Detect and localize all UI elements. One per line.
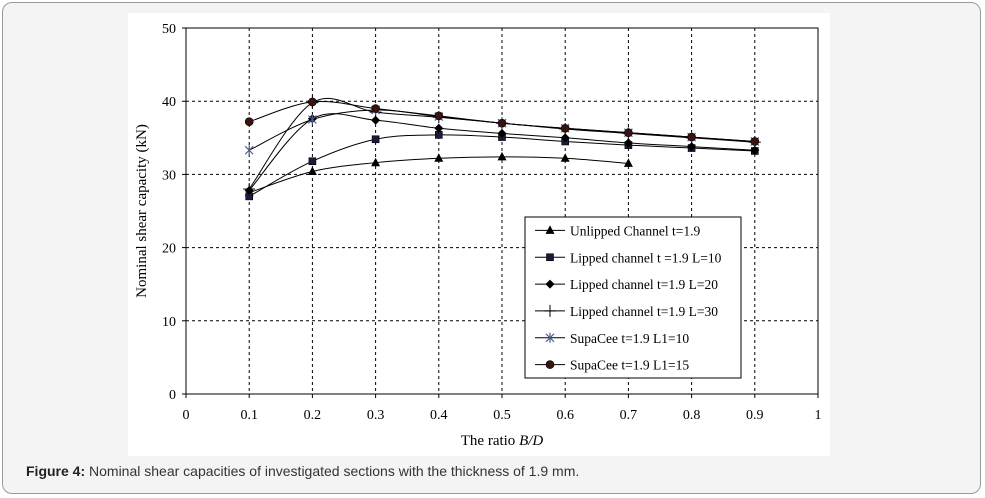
legend-label: SupaCee t=1.9 L1=15 <box>570 358 689 373</box>
series <box>243 96 761 201</box>
x-tick-label: 0.3 <box>367 408 385 423</box>
data-point <box>371 104 380 113</box>
legend-label: Unlipped Channel t=1.9 <box>570 223 700 238</box>
data-point <box>371 115 381 125</box>
series-2 <box>245 131 759 201</box>
legend-item: SupaCee t=1.9 L1=10 <box>535 331 689 346</box>
y-tick-label: 50 <box>162 22 176 37</box>
legend-item: Lipped channel t =1.9 L=10 <box>535 250 722 265</box>
data-point <box>624 128 633 137</box>
legend-swatch-marker <box>545 279 555 289</box>
x-tick-label: 0 <box>183 408 190 423</box>
data-point <box>307 114 317 125</box>
legend-item: SupaCee t=1.9 L1=15 <box>535 358 689 373</box>
x-tick-label: 1 <box>815 408 822 423</box>
data-point <box>750 145 760 155</box>
legend-swatch-marker <box>545 225 555 234</box>
data-point <box>308 97 317 107</box>
data-point <box>308 157 317 166</box>
y-axis-label: Nominal shear capacity (kN) <box>134 124 150 298</box>
data-point <box>623 138 633 148</box>
legend-swatch-marker <box>545 360 555 369</box>
caption-label: Figure 4: <box>26 463 86 479</box>
y-tick-label: 10 <box>162 315 176 330</box>
x-tick-label: 0.7 <box>620 408 638 423</box>
legend-swatch-marker <box>545 332 555 343</box>
x-tick-label: 0.5 <box>493 408 511 423</box>
legend-box <box>524 216 742 379</box>
legend-item: Unlipped Channel t=1.9 <box>535 223 700 238</box>
data-point <box>750 137 760 146</box>
chart-area: 0 0.1 0.2 0.3 0.4 0.5 0.6 0.7 0.8 0.9 1 0 10 20 30 40 50… <box>128 13 830 456</box>
data-point <box>243 183 256 196</box>
shear-capacity-chart: 0 0.1 0.2 0.3 0.4 0.5 0.6 0.7 0.8 0.9 101020304050… <box>134 22 822 449</box>
data-point <box>687 142 697 152</box>
legend-label: Lipped channel t=1.9 L=20 <box>570 277 718 292</box>
data-point <box>560 133 570 143</box>
data-point <box>497 151 507 161</box>
data-point <box>371 157 381 167</box>
legend: Unlipped Channel t=1.9 Lipped channel t =… <box>524 216 742 379</box>
x-axis-label: The ratio B/D <box>461 433 544 449</box>
legend-item: Lipped channel t=1.9 L=20 <box>535 277 718 292</box>
series-6 <box>244 97 760 146</box>
legend-swatch-marker <box>544 304 556 317</box>
data-point <box>434 111 444 121</box>
legend-label: SupaCee t=1.9 L1=10 <box>570 331 689 346</box>
axes <box>182 27 819 398</box>
data-point <box>244 145 254 156</box>
legend-swatch-marker <box>546 253 554 262</box>
data-point <box>371 135 380 144</box>
legend-label: Lipped channel t =1.9 L=10 <box>570 250 722 265</box>
x-tick-label: 0.9 <box>746 408 764 423</box>
y-tick-label: 40 <box>162 95 176 110</box>
data-point <box>434 153 444 162</box>
data-point <box>244 117 254 126</box>
data-point <box>434 123 444 133</box>
figure-caption: Figure 4: Nominal shear capacities of in… <box>26 463 579 479</box>
x-axis-label-variable: B/D <box>519 433 543 449</box>
data-point <box>623 158 633 167</box>
grid <box>186 28 818 394</box>
data-point <box>560 123 570 133</box>
data-point <box>307 166 317 175</box>
data-point <box>560 153 570 162</box>
x-tick-label: 0.4 <box>430 408 448 423</box>
caption-text: Nominal shear capacities of investigated… <box>89 463 580 479</box>
y-tick-label: 30 <box>162 168 176 183</box>
data-point <box>497 128 507 138</box>
x-tick-label: 0.8 <box>683 408 701 423</box>
data-point <box>497 118 507 128</box>
y-tick-label: 20 <box>162 242 176 257</box>
x-tick-label: 0.6 <box>556 408 574 423</box>
y-tick-label: 0 <box>169 388 176 403</box>
legend-label: Lipped channel t=1.9 L=30 <box>570 304 718 319</box>
x-tick-label: 0.1 <box>240 408 258 423</box>
data-point <box>687 132 696 142</box>
x-axis-label-prefix: The ratio <box>461 433 519 449</box>
x-tick-label: 0.2 <box>304 408 322 423</box>
legend-item: Lipped channel t=1.9 L=30 <box>535 304 718 319</box>
